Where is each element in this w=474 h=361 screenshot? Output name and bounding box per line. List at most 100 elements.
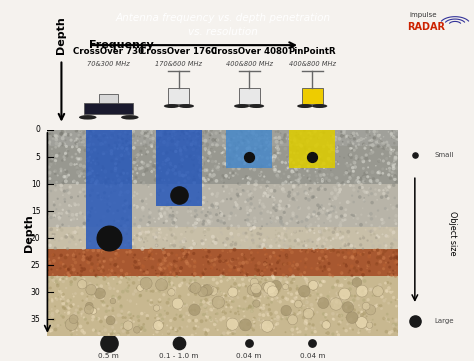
Point <box>246 304 254 310</box>
Point <box>119 289 127 295</box>
Point <box>139 324 147 330</box>
Point <box>335 332 342 338</box>
Point <box>90 309 98 314</box>
Point <box>193 138 201 144</box>
Point <box>155 265 163 271</box>
Point <box>328 146 336 152</box>
Point <box>344 237 352 243</box>
Point <box>259 145 267 151</box>
Point <box>336 136 343 142</box>
Point <box>110 200 118 206</box>
Point <box>111 187 118 193</box>
Point <box>120 238 128 244</box>
Point <box>301 127 308 133</box>
Point <box>286 197 293 203</box>
Point <box>256 153 264 158</box>
Point <box>112 251 120 257</box>
Point <box>325 235 332 241</box>
Point <box>317 184 325 190</box>
Point <box>380 191 388 196</box>
Bar <box>290 130 335 168</box>
Point <box>240 138 247 143</box>
Point <box>119 203 127 209</box>
Point <box>293 130 301 135</box>
Point <box>361 171 369 177</box>
Point <box>114 135 122 141</box>
Point <box>263 131 270 137</box>
Point <box>213 318 220 324</box>
Point <box>354 296 362 301</box>
Point <box>118 311 126 317</box>
Point <box>121 227 129 233</box>
Point <box>96 262 104 268</box>
Point <box>208 177 215 183</box>
Point <box>369 248 376 253</box>
Point <box>102 175 109 180</box>
Point <box>252 286 260 291</box>
Point <box>123 200 130 206</box>
Point <box>307 178 314 184</box>
Point <box>247 218 255 224</box>
Point <box>148 171 156 177</box>
Point <box>342 261 350 267</box>
Point <box>339 230 346 236</box>
Point <box>58 227 65 233</box>
Point <box>340 303 347 309</box>
Point <box>170 291 178 296</box>
Point <box>320 144 328 149</box>
Point <box>303 168 311 174</box>
Point <box>131 221 138 227</box>
Point <box>202 130 210 136</box>
Point <box>250 182 258 187</box>
Point <box>218 150 226 156</box>
Point <box>73 216 81 222</box>
Point <box>290 184 298 190</box>
Point <box>176 170 183 175</box>
Point <box>295 164 303 170</box>
Point <box>146 251 154 257</box>
Point <box>137 267 145 273</box>
Point <box>391 173 399 179</box>
Point <box>384 274 392 279</box>
Point <box>200 176 207 182</box>
Point <box>360 142 367 147</box>
Point <box>389 128 397 134</box>
Point <box>268 289 275 295</box>
Point <box>186 196 193 201</box>
Point <box>88 149 95 155</box>
Point <box>103 243 110 248</box>
Point <box>336 319 344 325</box>
Point <box>330 147 338 153</box>
Point <box>305 132 312 138</box>
Point <box>322 166 330 172</box>
Point <box>117 131 124 137</box>
Point <box>201 195 208 200</box>
Point <box>176 145 183 151</box>
Point <box>283 235 291 240</box>
Point <box>62 320 69 326</box>
Point <box>304 305 311 310</box>
Point <box>388 134 395 140</box>
Point <box>321 252 329 257</box>
Point <box>117 184 124 190</box>
Point <box>146 220 153 226</box>
Point <box>144 132 152 138</box>
Point <box>97 176 104 182</box>
Point <box>94 161 101 166</box>
Point <box>365 254 373 260</box>
Point <box>230 134 237 139</box>
Point <box>328 298 336 304</box>
Point <box>226 137 233 143</box>
Point <box>219 308 227 314</box>
Point <box>196 157 204 163</box>
Point <box>320 205 328 211</box>
Point <box>315 154 322 160</box>
Point <box>144 162 152 168</box>
Point <box>236 260 244 266</box>
Point <box>257 317 264 323</box>
Point <box>306 280 313 286</box>
Point <box>134 286 141 292</box>
Point <box>314 177 321 182</box>
Point <box>200 157 208 162</box>
Point <box>198 217 206 223</box>
